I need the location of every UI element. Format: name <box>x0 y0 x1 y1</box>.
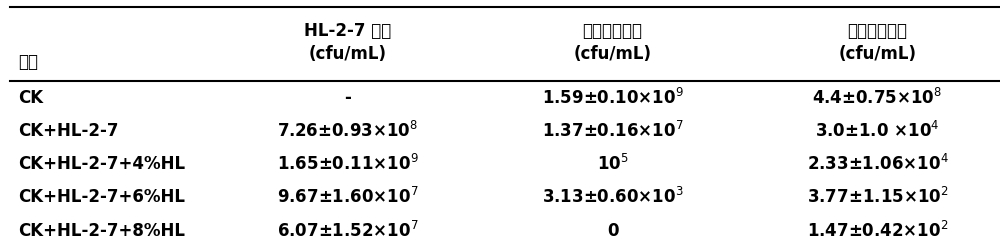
Text: 2.33±1.06×10$^{4}$: 2.33±1.06×10$^{4}$ <box>807 154 948 174</box>
Text: (cfu/mL): (cfu/mL) <box>574 45 652 63</box>
Text: (cfu/mL): (cfu/mL) <box>838 45 916 63</box>
Text: 1.37±0.16×10$^{7}$: 1.37±0.16×10$^{7}$ <box>542 121 683 141</box>
Text: CK+HL-2-7+8%HL: CK+HL-2-7+8%HL <box>18 222 185 240</box>
Text: 大肠杆菌数量: 大肠杆菌数量 <box>582 22 642 40</box>
Text: -: - <box>344 89 351 107</box>
Text: 1.59±0.10×10$^{9}$: 1.59±0.10×10$^{9}$ <box>542 88 683 108</box>
Text: 6.07±1.52×10$^{7}$: 6.07±1.52×10$^{7}$ <box>277 221 418 241</box>
Text: 1.65±0.11×10$^{9}$: 1.65±0.11×10$^{9}$ <box>277 154 418 174</box>
Text: 粪肠球菌数量: 粪肠球菌数量 <box>848 22 908 40</box>
Text: CK+HL-2-7+4%HL: CK+HL-2-7+4%HL <box>18 155 185 173</box>
Text: 3.77±1.15×10$^{2}$: 3.77±1.15×10$^{2}$ <box>807 187 948 207</box>
Text: 4.4±0.75×10$^{8}$: 4.4±0.75×10$^{8}$ <box>812 88 943 108</box>
Text: 9.67±1.60×10$^{7}$: 9.67±1.60×10$^{7}$ <box>277 187 418 207</box>
Text: 3.0±1.0 ×10$^{4}$: 3.0±1.0 ×10$^{4}$ <box>815 121 940 141</box>
Text: 3.13±0.60×10$^{3}$: 3.13±0.60×10$^{3}$ <box>542 187 683 207</box>
Text: (cfu/mL): (cfu/mL) <box>309 45 387 63</box>
Text: 处理: 处理 <box>18 53 38 71</box>
Text: 0: 0 <box>607 222 618 240</box>
Text: CK: CK <box>18 89 43 107</box>
Text: 7.26±0.93×10$^{8}$: 7.26±0.93×10$^{8}$ <box>277 121 418 141</box>
Text: CK+HL-2-7: CK+HL-2-7 <box>18 122 119 140</box>
Text: 1.47±0.42×10$^{2}$: 1.47±0.42×10$^{2}$ <box>807 221 948 241</box>
Text: CK+HL-2-7+6%HL: CK+HL-2-7+6%HL <box>18 188 185 206</box>
Text: 10$^{5}$: 10$^{5}$ <box>597 154 628 174</box>
Text: HL-2-7 数量: HL-2-7 数量 <box>304 22 391 40</box>
